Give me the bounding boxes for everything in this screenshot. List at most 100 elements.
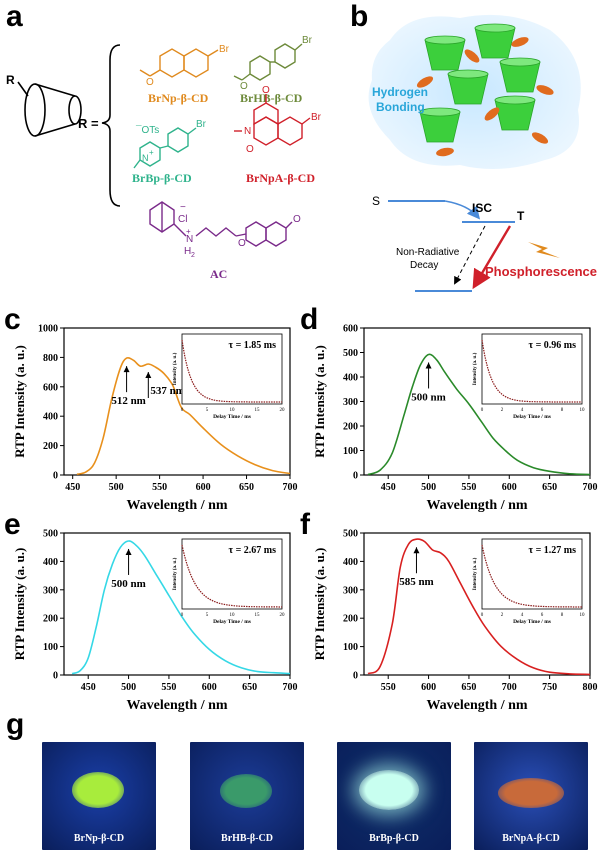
brbp-n-atom: N xyxy=(142,153,149,163)
inset-x-tick-d-4: 4 xyxy=(521,408,524,413)
x-axis-label-c: Wavelength / nm xyxy=(126,498,227,513)
y-tick-label-e-300: 300 xyxy=(43,585,58,596)
inset-x-tick-c-15: 15 xyxy=(255,408,261,413)
guest-discs-icon xyxy=(416,37,554,157)
peak-arrowhead-e-0 xyxy=(125,548,132,555)
hydrogen-bonding-label-2: Bonding xyxy=(376,100,425,114)
inset-x-label-d: Delay Time / ms xyxy=(513,414,551,420)
y-tick-label-c-1000: 1000 xyxy=(38,324,58,335)
brhb-o-atom: O xyxy=(240,81,248,92)
powder-brnp xyxy=(72,772,124,808)
inset-y-label-f: Intensity (a. u.) xyxy=(473,557,478,590)
inset-x-tick-f-10: 10 xyxy=(580,613,586,618)
inset-decay-curve-d xyxy=(481,339,582,403)
inset-x-label-c: Delay Time / ms xyxy=(213,414,251,420)
x-tick-label-e-550: 550 xyxy=(161,682,176,693)
inset-x-tick-c-0: 0 xyxy=(181,408,184,413)
ac-label: AC xyxy=(210,267,227,281)
y-axis-label-d: RTP Intensity (a. u.) xyxy=(312,345,327,458)
brnp-structure xyxy=(139,48,219,78)
x-tick-label-f-700: 700 xyxy=(502,682,517,693)
inset-x-label-f: Delay Time / ms xyxy=(513,619,551,625)
isc-label: ISC xyxy=(472,201,492,215)
x-tick-label-d-500: 500 xyxy=(421,482,436,493)
triplet-t-label: T xyxy=(517,209,525,223)
inset-x-tick-f-6: 6 xyxy=(541,613,544,618)
inset-y-label-c: Intensity (a. u.) xyxy=(173,352,178,385)
substituent-label-brnpa: BrNpA-β-CD xyxy=(246,171,315,185)
brbp-ots-label: ¯OTs xyxy=(135,124,159,136)
brbp-plus-sign: + xyxy=(149,148,154,157)
inset-x-tick-e-0: 0 xyxy=(181,613,184,618)
inset-x-tick-c-5: 5 xyxy=(206,408,209,413)
peak-label-d-0: 500 nm xyxy=(411,391,446,403)
inset-x-tick-f-2: 2 xyxy=(501,613,504,618)
x-tick-label-e-650: 650 xyxy=(242,682,257,693)
y-tick-label-f-200: 200 xyxy=(343,614,358,625)
plot-frame-e xyxy=(63,532,291,676)
photo-label-brnpa: BrNpA-β-CD xyxy=(502,833,560,844)
brhb-structure xyxy=(233,43,303,81)
peak-label-c-1: 537 nm xyxy=(150,385,185,397)
spectrum-line-f xyxy=(367,538,591,676)
x-tick-label-f-750: 750 xyxy=(542,682,557,693)
inset-x-tick-e-20: 20 xyxy=(280,613,286,618)
chart-f: 550 600 650 700 750 8000100200300400500Wavele… xyxy=(312,529,598,714)
y-tick-label-c-800: 800 xyxy=(43,353,58,364)
y-axis-label-f: RTP Intensity (a. u.) xyxy=(312,548,327,661)
inset-x-tick-d-10: 10 xyxy=(580,408,586,413)
y-axis-label-c: RTP Intensity (a. u.) xyxy=(12,345,27,458)
y-tick-label-e-500: 500 xyxy=(43,529,58,540)
x-tick-label-e-700: 700 xyxy=(283,682,298,693)
inset-tau-f: τ = 1.27 ms xyxy=(528,545,576,556)
photo-label-brnp: BrNp-β-CD xyxy=(73,833,125,844)
substituent-label-brbp: BrBp-β-CD xyxy=(132,171,192,185)
ac-h-atom: H xyxy=(184,246,191,257)
photo-brnpa: BrNpA-β-CD xyxy=(474,742,588,850)
inset-x-tick-f-8: 8 xyxy=(561,613,564,618)
y-tick-label-d-500: 500 xyxy=(343,348,358,359)
x-tick-label-f-600: 600 xyxy=(421,682,436,693)
cyclodextrin-cone-icon xyxy=(17,81,82,137)
x-tick-label-c-550: 550 xyxy=(152,482,167,493)
inset-decay-curve-e xyxy=(181,544,282,608)
inset-x-tick-d-0: 0 xyxy=(481,408,484,413)
cd-cups-icon xyxy=(419,23,541,143)
x-tick-label-c-650: 650 xyxy=(239,482,254,493)
y-axis-label-e: RTP Intensity (a. u.) xyxy=(12,548,27,661)
peak-label-f-0: 585 nm xyxy=(399,576,434,588)
x-tick-label-c-500: 500 xyxy=(109,482,124,493)
brbp-br-atom: Br xyxy=(196,119,207,130)
panel-b-schematic: Hydrogen Bonding S ISC T Non-Radiative D… xyxy=(368,14,597,292)
chart-e: 450 500 550 600 650 7000100200300400500Wavele… xyxy=(12,529,298,714)
y-tick-label-e-200: 200 xyxy=(43,614,58,625)
x-tick-label-f-550: 550 xyxy=(381,682,396,693)
peak-label-c-0: 512 nm xyxy=(111,395,146,407)
y-tick-label-d-0: 0 xyxy=(353,471,358,482)
x-tick-label-d-600: 600 xyxy=(502,482,517,493)
panel-label-g: g xyxy=(6,708,25,741)
y-tick-label-d-300: 300 xyxy=(343,397,358,408)
y-tick-label-f-0: 0 xyxy=(353,671,358,682)
brnp-o-atom: O xyxy=(146,77,154,88)
brnpa-o-atom-top: O xyxy=(262,85,270,96)
x-tick-label-d-650: 650 xyxy=(542,482,557,493)
photo-brnp: BrNp-β-CD xyxy=(42,742,156,850)
peak-label-e-0: 500 nm xyxy=(111,578,146,590)
inset-x-tick-d-6: 6 xyxy=(541,408,544,413)
x-axis-label-f: Wavelength / nm xyxy=(426,698,527,713)
x-tick-label-c-600: 600 xyxy=(196,482,211,493)
y-tick-label-c-400: 400 xyxy=(43,412,58,423)
spectrum-line-c xyxy=(76,356,291,476)
peak-arrowhead-d-0 xyxy=(425,362,432,369)
x-tick-label-f-800: 800 xyxy=(583,682,598,693)
inset-x-tick-e-15: 15 xyxy=(255,613,261,618)
brnpa-br-atom: Br xyxy=(311,112,322,123)
powder-brbp xyxy=(359,770,419,810)
ac-structure xyxy=(149,201,293,247)
inset-x-tick-d-8: 8 xyxy=(561,408,564,413)
singlet-s-label: S xyxy=(372,194,380,208)
inset-x-label-e: Delay Time / ms xyxy=(213,619,251,625)
y-tick-label-d-400: 400 xyxy=(343,373,358,384)
ac-h-subscript: 2 xyxy=(191,252,195,259)
